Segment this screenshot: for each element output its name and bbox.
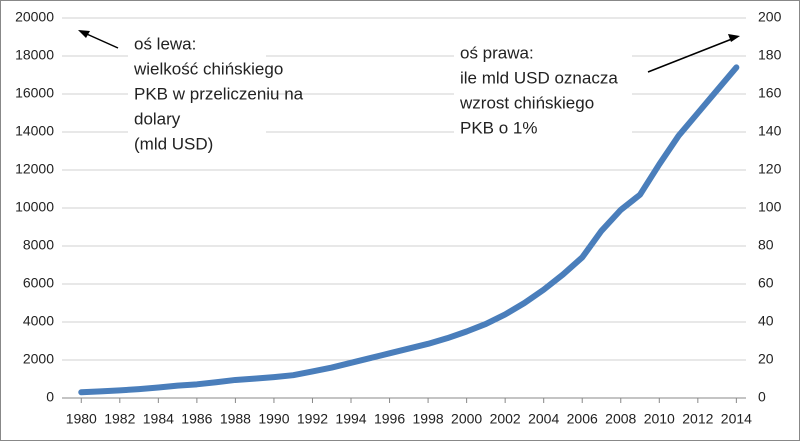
x-tick-label: 2004 [528, 411, 559, 427]
y-tick-label: 10000 [15, 199, 54, 215]
y-tick-label: 18000 [15, 47, 54, 63]
y2-tick-label: 100 [758, 199, 782, 215]
y2-tick-label: 20 [758, 351, 774, 367]
annotation-background [454, 42, 632, 142]
x-tick-label: 1980 [66, 411, 97, 427]
x-tick-label: 1992 [297, 411, 328, 427]
x-tick-label: 1988 [220, 411, 251, 427]
x-tick-label: 1990 [258, 411, 289, 427]
x-tick-label: 1996 [374, 411, 405, 427]
y2-tick-label: 80 [758, 237, 774, 253]
y-tick-label: 0 [46, 389, 54, 405]
x-tick-label: 2010 [644, 411, 675, 427]
x-tick-label: 2006 [567, 411, 598, 427]
annotation: ile mld USD oznacza [460, 68, 618, 87]
y-tick-label: 16000 [15, 85, 54, 101]
y-tick-label: 4000 [23, 313, 54, 329]
arrow-right [647, 36, 738, 73]
annotation-background [128, 33, 266, 158]
y2-tick-label: 140 [758, 123, 782, 139]
y2-tick-label: 160 [758, 85, 782, 101]
x-tick-label: 2002 [490, 411, 521, 427]
x-tick-label: 2012 [682, 411, 713, 427]
y2-tick-label: 40 [758, 313, 774, 329]
y2-tick-label: 200 [758, 9, 782, 25]
y-tick-label: 8000 [23, 237, 54, 253]
x-tick-label: 1994 [335, 411, 366, 427]
x-tick-label: 1984 [143, 411, 174, 427]
x-tick-label: 2000 [451, 411, 482, 427]
series-line [78, 64, 740, 396]
y-tick-label: 6000 [23, 275, 54, 291]
x-tick-label: 1986 [181, 411, 212, 427]
y2-tick-label: 0 [758, 389, 766, 405]
y-tick-label: 20000 [15, 9, 54, 25]
annotation: PKB o 1% [460, 118, 538, 137]
y2-tick-label: 180 [758, 47, 782, 63]
arrow-left-head [78, 30, 90, 38]
annotation: wielkość chińskiego [133, 59, 283, 78]
x-tick-label: 1998 [413, 411, 444, 427]
x-tick-label: 2008 [605, 411, 636, 427]
y2-tick-label: 120 [758, 161, 782, 177]
annotation: (mld USD) [134, 134, 213, 153]
y-tick-label: 12000 [15, 161, 54, 177]
y2-tick-label: 60 [758, 275, 774, 291]
y-tick-label: 2000 [23, 351, 54, 367]
annotation: PKB w przeliczeniu na [134, 84, 304, 103]
annotation: wzrost chińskiego [459, 93, 594, 112]
annotation: oś lewa: [134, 34, 196, 53]
annotation: oś prawa: [460, 43, 534, 62]
x-tick-label: 1982 [104, 411, 135, 427]
annotation: dolary [134, 109, 181, 128]
y-tick-label: 14000 [15, 123, 54, 139]
x-tick-label: 2014 [721, 411, 752, 427]
arrow-right-head [728, 34, 740, 42]
